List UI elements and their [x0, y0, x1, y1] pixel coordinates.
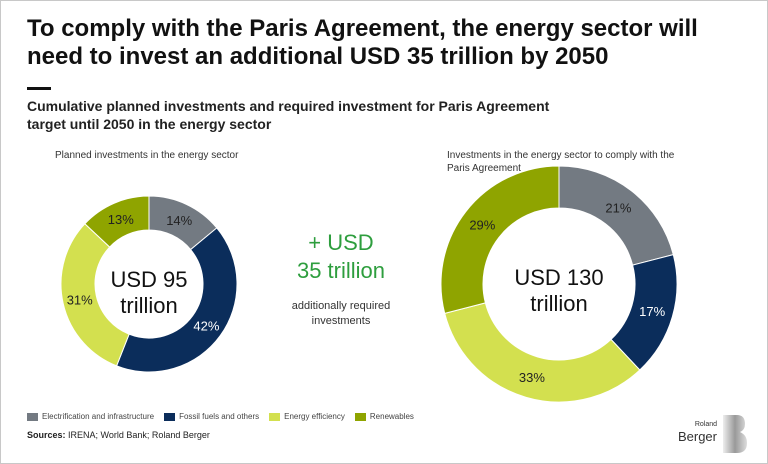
- slice-label: 33%: [519, 370, 545, 385]
- additional-amount: 35 trillion: [296, 258, 386, 283]
- slice-label: 21%: [605, 200, 631, 215]
- legend-label: Electrification and infrastructure: [42, 412, 155, 421]
- donut-slice-renewables: [440, 165, 560, 314]
- additional-investment: + USD 35 trillion: [271, 229, 411, 285]
- legend-label: Energy efficiency: [284, 412, 345, 421]
- slice-label: 29%: [469, 218, 495, 233]
- legend-item: Energy efficiency: [269, 412, 345, 421]
- right-chart-title: Investments in the energy sector to comp…: [447, 150, 675, 174]
- left-chart-title: Planned investments in the energy sector: [55, 150, 239, 161]
- page-title: To comply with the Paris Agreement, the …: [27, 15, 698, 70]
- legend-swatch: [27, 412, 38, 421]
- donut-slice-energy-efficiency: [444, 302, 641, 403]
- plus-usd: + USD: [308, 230, 374, 255]
- sources-label: Sources:: [27, 430, 66, 440]
- legend-label: Fossil fuels and others: [179, 412, 260, 421]
- legend-swatch: [354, 412, 366, 421]
- legend-item: Fossil fuels and others: [164, 412, 259, 421]
- legend-swatch: [164, 412, 176, 421]
- legend: Electrification and infrastructure Fossi…: [27, 412, 414, 421]
- slice-label: 14%: [166, 213, 192, 228]
- additional-note: additionally required investments: [291, 300, 391, 327]
- sources-text: IRENA; World Bank; Roland Berger: [65, 430, 210, 440]
- legend-swatch: [269, 412, 281, 421]
- sources: Sources: IRENA; World Bank; Roland Berge…: [27, 430, 210, 440]
- roland-berger-logo: Roland Berger: [677, 411, 761, 455]
- slice-label: 42%: [193, 319, 219, 334]
- donut-slice-electrification-and-infrastructure: [558, 165, 674, 266]
- slice-label: 13%: [108, 212, 134, 227]
- legend-item: Electrification and infrastructure: [27, 412, 154, 421]
- title-rule: [27, 87, 51, 90]
- right-total: USD 130: [514, 265, 604, 290]
- page-subtitle: Cumulative planned investments and requi…: [27, 98, 550, 132]
- right-donut-center: USD 130 trillion: [489, 265, 629, 317]
- left-donut-center: USD 95 trillion: [89, 267, 209, 319]
- logo-line2: Berger: [677, 429, 717, 444]
- right-unit: trillion: [530, 291, 588, 316]
- left-donut-chart: 14% 42% 31% 13%: [60, 195, 238, 373]
- donut-slice-renewables: [84, 195, 150, 248]
- donut-slice-fossil-fuels-and-others: [115, 227, 238, 373]
- logo-b-icon: [723, 415, 747, 453]
- slice-label: 31%: [67, 292, 93, 307]
- slice-label: 17%: [639, 304, 665, 319]
- logo-line1: Roland: [694, 421, 717, 428]
- legend-item: Renewables: [354, 412, 414, 421]
- legend-label: Renewables: [369, 412, 414, 421]
- right-donut-chart: 21% 17% 33% 29%: [440, 165, 678, 403]
- left-total: USD 95: [110, 267, 188, 292]
- left-unit: trillion: [120, 293, 178, 318]
